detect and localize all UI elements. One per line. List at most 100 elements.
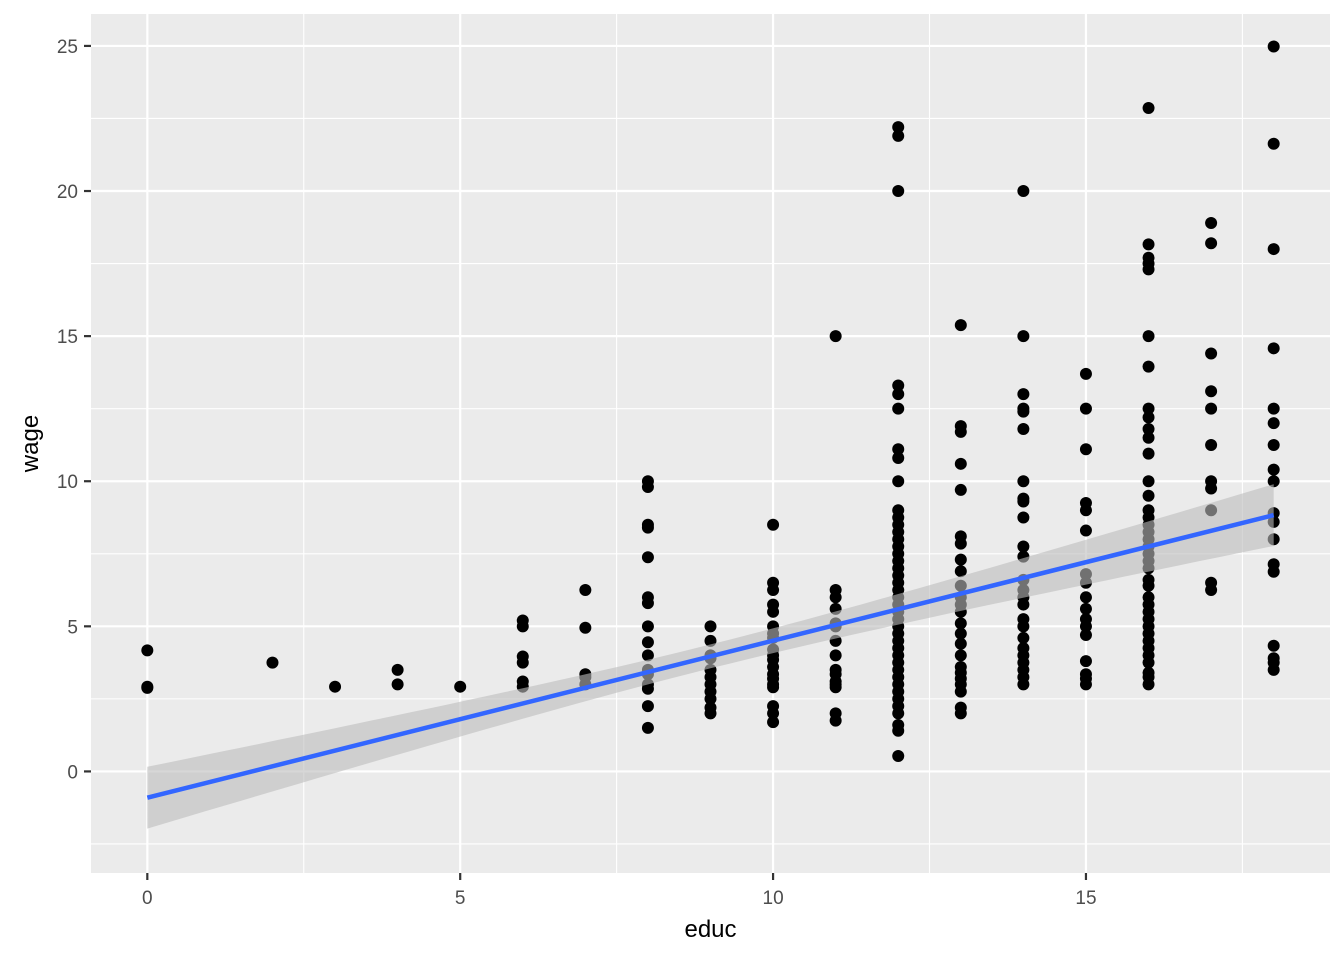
- data-point: [1079, 655, 1092, 668]
- data-point: [516, 656, 529, 669]
- data-point: [579, 621, 592, 634]
- y-tick-label: 5: [67, 617, 78, 638]
- data-point: [1267, 402, 1280, 415]
- data-point: [1205, 482, 1218, 495]
- data-point: [1079, 402, 1092, 415]
- data-point: [1267, 40, 1280, 53]
- data-point: [1267, 475, 1280, 488]
- data-point: [641, 682, 654, 695]
- x-tick-label: 0: [142, 888, 153, 909]
- data-point: [1079, 443, 1092, 456]
- data-point: [954, 637, 967, 650]
- data-point: [641, 620, 654, 633]
- data-point: [1205, 385, 1218, 398]
- data-point: [892, 129, 905, 142]
- data-point: [1079, 524, 1092, 537]
- x-axis-title: educ: [684, 916, 736, 943]
- data-point: [641, 649, 654, 662]
- data-point: [1017, 422, 1030, 435]
- plot-panel: [91, 14, 1330, 873]
- data-point: [1017, 185, 1030, 198]
- data-point: [829, 681, 842, 694]
- data-point: [1205, 438, 1218, 451]
- data-point: [767, 518, 780, 531]
- data-point: [641, 636, 654, 649]
- data-point: [391, 678, 404, 691]
- data-point: [892, 452, 905, 465]
- data-point: [954, 565, 967, 578]
- data-point: [1017, 678, 1030, 691]
- data-point: [1267, 137, 1280, 150]
- data-point: [829, 591, 842, 604]
- data-point: [829, 649, 842, 662]
- data-point: [1017, 598, 1030, 611]
- data-point: [704, 707, 717, 720]
- data-point: [892, 121, 905, 134]
- data-point: [391, 663, 404, 676]
- data-point: [641, 597, 654, 610]
- y-tick-label: 15: [57, 327, 78, 348]
- data-point: [829, 714, 842, 727]
- data-point: [1079, 367, 1092, 380]
- data-point: [1142, 678, 1155, 691]
- data-point: [641, 700, 654, 713]
- y-axis-ticks: 0 5 10 15 20 25: [57, 37, 91, 783]
- data-point: [892, 443, 905, 456]
- data-point: [954, 649, 967, 662]
- data-point: [954, 685, 967, 698]
- data-point: [1017, 495, 1030, 508]
- data-point: [1267, 342, 1280, 355]
- data-point: [1017, 388, 1030, 401]
- data-point: [1267, 663, 1280, 676]
- data-point: [1205, 584, 1218, 597]
- data-point: [1017, 330, 1030, 343]
- data-point: [704, 620, 717, 633]
- data-point: [1267, 463, 1280, 476]
- data-points: [141, 40, 1280, 763]
- data-point: [1142, 447, 1155, 460]
- data-point: [954, 483, 967, 496]
- data-point: [1017, 540, 1030, 553]
- data-point: [1017, 631, 1030, 644]
- data-point: [1142, 656, 1155, 669]
- data-point: [954, 627, 967, 640]
- data-point: [1079, 620, 1092, 633]
- data-point: [1267, 438, 1280, 451]
- data-point: [1079, 591, 1092, 604]
- data-point: [1079, 629, 1092, 642]
- data-point: [767, 716, 780, 729]
- data-point: [1142, 475, 1155, 488]
- data-point: [579, 584, 592, 597]
- regression-line: [146, 512, 1275, 800]
- data-point: [1017, 405, 1030, 418]
- data-point: [892, 724, 905, 737]
- data-point: [454, 680, 467, 693]
- data-point: [892, 402, 905, 415]
- data-point: [1017, 511, 1030, 524]
- data-point: [954, 707, 967, 720]
- data-point: [141, 681, 154, 694]
- data-point: [767, 605, 780, 618]
- data-point: [892, 750, 905, 763]
- data-point: [266, 656, 279, 669]
- data-point: [954, 457, 967, 470]
- data-point: [954, 553, 967, 566]
- data-point: [1205, 347, 1218, 360]
- data-point: [1142, 579, 1155, 592]
- data-point: [1142, 263, 1155, 276]
- data-point: [892, 185, 905, 198]
- data-point: [767, 584, 780, 597]
- data-point: [1142, 330, 1155, 343]
- data-point: [767, 707, 780, 720]
- data-point: [1142, 431, 1155, 444]
- data-point: [641, 721, 654, 734]
- data-point: [892, 388, 905, 401]
- data-point: [516, 620, 529, 633]
- data-point: [954, 319, 967, 332]
- y-axis-title: wage: [17, 415, 44, 473]
- data-point: [1142, 402, 1155, 415]
- data-point: [641, 521, 654, 534]
- data-point: [1079, 504, 1092, 517]
- data-point: [954, 537, 967, 550]
